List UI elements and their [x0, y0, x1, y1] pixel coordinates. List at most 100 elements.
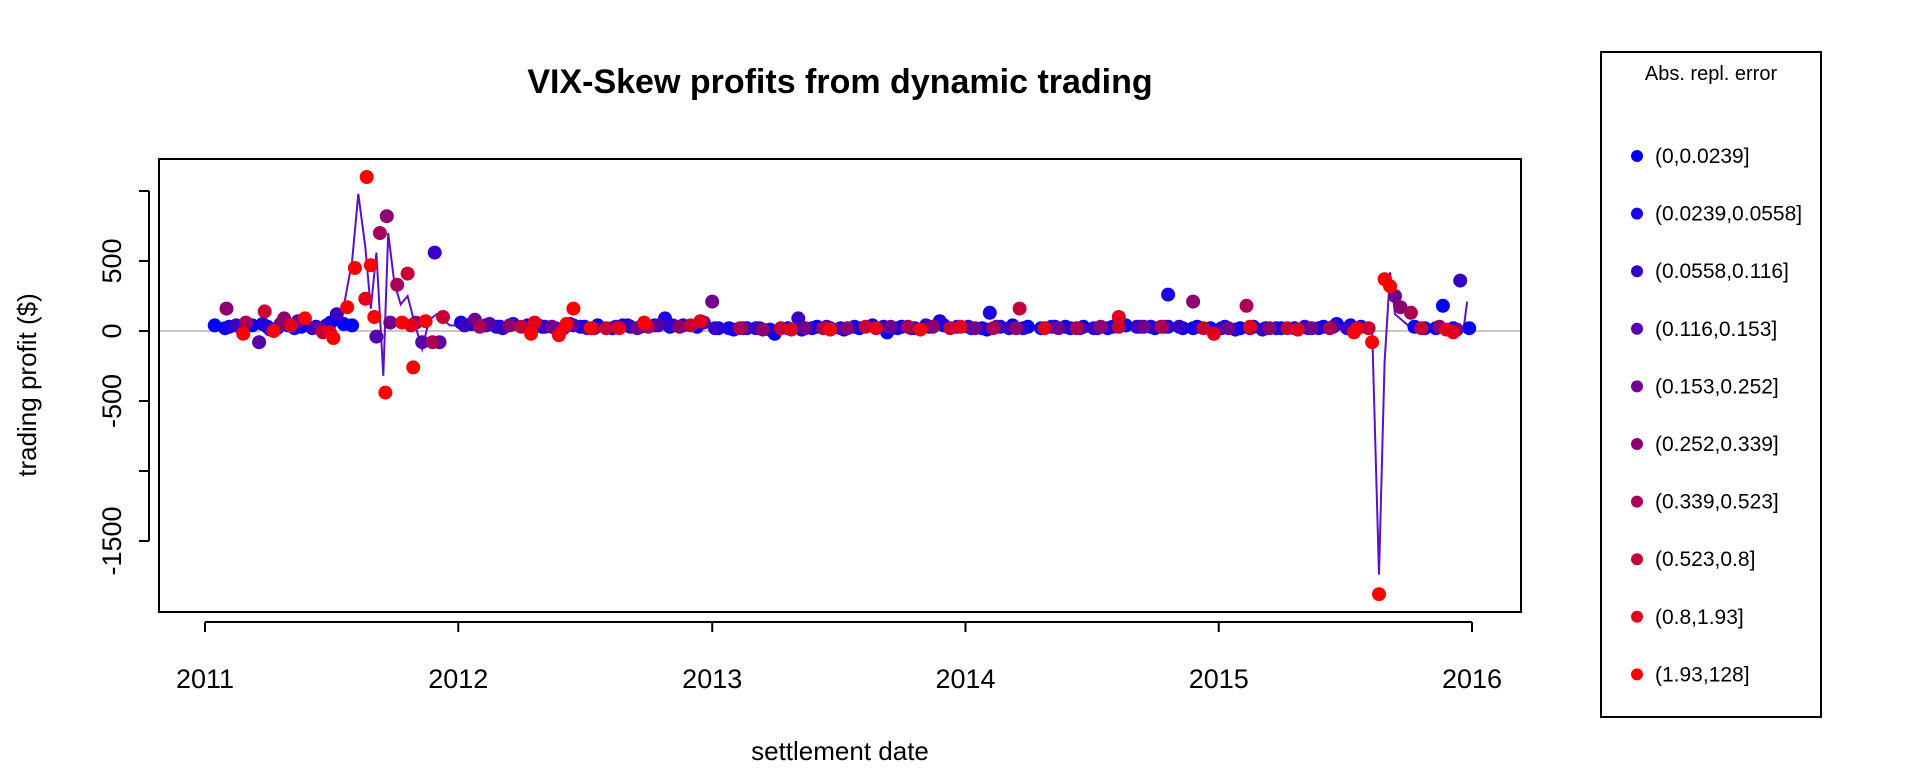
- legend-swatch: [1631, 610, 1643, 623]
- data-point: [363, 258, 378, 273]
- x-tick-label: 2014: [935, 664, 995, 694]
- data-point: [733, 321, 747, 336]
- data-point: [708, 321, 722, 336]
- data-point: [326, 331, 341, 345]
- data-point: [257, 304, 272, 319]
- data-point: [798, 321, 813, 336]
- data-point: [436, 310, 450, 324]
- data-point: [1239, 298, 1254, 313]
- data-point: [705, 294, 720, 309]
- x-tick-label: 2013: [682, 664, 742, 694]
- data-point: [1093, 319, 1108, 334]
- data-point: [1304, 321, 1319, 336]
- data-point: [219, 301, 234, 316]
- data-point: [524, 326, 539, 341]
- data-point: [472, 319, 487, 334]
- data-point: [1161, 287, 1176, 302]
- data-point: [367, 310, 382, 324]
- data-point: [1393, 300, 1408, 315]
- chart-title: VIX-Skew profits from dynamic trading: [527, 63, 1152, 101]
- data-point: [369, 329, 384, 344]
- y-axis: 500 0 -500 -1500: [97, 190, 150, 576]
- data-point: [358, 291, 373, 306]
- legend-title: Abs. repl. error: [1645, 63, 1778, 85]
- data-point: [1453, 273, 1468, 288]
- y-axis-label: trading profit ($): [12, 293, 42, 477]
- legend: Abs. repl. error (0,0.0239] (0.0239,0.055…: [1600, 51, 1822, 718]
- data-point: [527, 315, 542, 330]
- x-tick-label: 2012: [428, 664, 488, 694]
- x-axis-label: settlement date: [751, 736, 929, 766]
- legend-label: (0.0558,0.116]: [1655, 260, 1789, 283]
- plot-area: [159, 170, 1521, 602]
- x-axis: 2011 2012 2013 2014 2015 2016: [176, 621, 1502, 694]
- data-point: [968, 321, 983, 336]
- legend-swatch: [1631, 150, 1643, 162]
- plot-frame: [158, 158, 1522, 613]
- legend-label: (0.523,0.8]: [1655, 548, 1755, 571]
- data-point: [1051, 321, 1066, 336]
- legend-swatch: [1631, 553, 1643, 566]
- data-point: [236, 326, 251, 341]
- legend-label: (0.339,0.523]: [1655, 491, 1779, 514]
- data-point: [1435, 298, 1450, 313]
- data-point: [1196, 321, 1211, 336]
- data-point: [1403, 305, 1418, 320]
- data-point: [1446, 325, 1461, 340]
- data-point: [1206, 326, 1221, 341]
- data-point: [1069, 321, 1084, 336]
- y-tick-label: 0: [97, 323, 127, 338]
- legend-label: (1.93,128]: [1655, 663, 1750, 686]
- data-point: [943, 321, 958, 336]
- data-point: [883, 319, 898, 334]
- y-tick-label: -500: [97, 374, 127, 428]
- legend-swatch: [1631, 380, 1643, 393]
- data-point: [953, 319, 968, 334]
- data-point: [359, 170, 374, 184]
- data-point: [1290, 322, 1305, 337]
- x-tick-label: 2011: [176, 664, 234, 694]
- data-point: [858, 319, 873, 334]
- data-point: [900, 319, 915, 334]
- data-point: [502, 318, 517, 333]
- data-point: [925, 319, 940, 334]
- legend-label: (0.252,0.339]: [1655, 433, 1779, 456]
- data-point: [1154, 319, 1169, 334]
- legend-swatch: [1631, 322, 1643, 335]
- data-point: [372, 226, 387, 240]
- data-point: [1462, 321, 1477, 336]
- data-point: [1414, 321, 1429, 336]
- data-point: [1361, 321, 1376, 336]
- data-point: [1383, 279, 1398, 294]
- data-point: [1186, 294, 1201, 309]
- data-point: [869, 321, 883, 336]
- data-point: [583, 321, 598, 336]
- data-point: [1136, 319, 1151, 334]
- data-point: [840, 321, 855, 336]
- data-point: [1262, 321, 1277, 336]
- legend-label: (0.153,0.252]: [1655, 375, 1779, 398]
- data-point: [599, 321, 614, 336]
- data-point: [1186, 321, 1201, 336]
- data-point: [415, 335, 430, 350]
- data-point: [378, 385, 393, 400]
- data-point: [379, 209, 394, 224]
- data-point: [390, 277, 405, 292]
- data-point: [1009, 321, 1024, 336]
- data-point: [721, 321, 736, 336]
- data-point: [1322, 321, 1337, 336]
- data-point: [672, 319, 687, 334]
- data-point: [913, 322, 928, 337]
- data-point: [1365, 335, 1380, 350]
- legend-label: (0.0239,0.0558]: [1655, 203, 1802, 226]
- data-point: [238, 315, 253, 330]
- legend-entries: (0,0.0239] (0.0239,0.0558] (0.0558,0.116] (…: [1631, 145, 1802, 686]
- data-point: [418, 314, 433, 329]
- data-point: [427, 245, 442, 260]
- data-point: [252, 335, 267, 350]
- data-point: [1111, 310, 1126, 324]
- legend-swatch: [1631, 495, 1643, 508]
- data-point: [406, 360, 421, 375]
- data-point: [345, 318, 360, 333]
- data-point: [773, 321, 788, 336]
